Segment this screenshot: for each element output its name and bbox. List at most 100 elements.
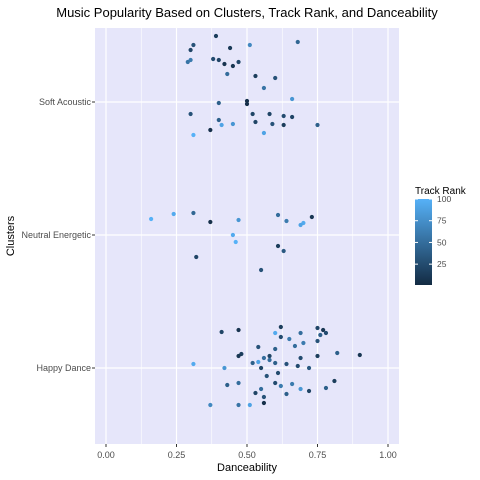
data-point [244, 98, 250, 104]
data-point [273, 360, 278, 366]
data-point [250, 111, 255, 117]
legend-tick-label: 25 [437, 259, 447, 269]
legend-tick-label: 100 [437, 194, 451, 204]
data-point [261, 394, 267, 400]
data-point [264, 373, 269, 379]
data-point [267, 111, 272, 117]
x-tick-label: 0.50 [238, 450, 256, 460]
legend-colorbar [415, 199, 432, 285]
data-point [219, 329, 224, 335]
data-point [290, 381, 295, 387]
data-point [298, 386, 303, 392]
legend: Track Rank 25 50 75 100 [415, 186, 467, 285]
data-point [261, 400, 267, 406]
data-point [236, 380, 241, 386]
legend-title: Track Rank [415, 186, 467, 197]
data-point [267, 353, 272, 359]
data-point [236, 353, 241, 359]
data-point [267, 357, 272, 363]
data-point [149, 216, 154, 222]
data-point [273, 75, 278, 81]
data-point [191, 210, 196, 216]
data-point [230, 63, 235, 69]
data-point [188, 47, 193, 53]
data-point [250, 360, 255, 366]
data-point [261, 355, 267, 361]
data-point [236, 402, 241, 408]
data-point [219, 122, 224, 128]
data-point [225, 382, 230, 388]
data-point [315, 353, 320, 359]
data-point [222, 365, 227, 371]
data-point [191, 361, 196, 367]
data-point [315, 338, 320, 344]
data-point [284, 218, 289, 224]
data-point [295, 39, 300, 45]
data-point [256, 359, 261, 365]
data-point [309, 214, 314, 220]
data-point [273, 330, 278, 336]
legend-tick-label: 50 [437, 237, 447, 247]
data-point [298, 355, 303, 361]
data-point [357, 352, 362, 358]
data-point [256, 344, 261, 350]
x-tick-label: 0.25 [168, 450, 186, 460]
data-point [287, 336, 292, 342]
data-point [292, 343, 298, 349]
data-point [227, 45, 233, 51]
data-point [208, 402, 213, 408]
data-point [188, 57, 193, 63]
chart-title: Music Popularity Based on Clusters, Trac… [56, 5, 438, 20]
data-point [247, 402, 252, 408]
data-point [298, 330, 303, 336]
y-tick-label: Soft Acoustic [39, 97, 92, 107]
data-point [216, 57, 221, 63]
y-tick-label: Neutral Energetic [21, 230, 91, 240]
data-point [270, 121, 275, 127]
data-point [284, 361, 289, 367]
data-point [230, 121, 235, 127]
data-point [208, 127, 213, 133]
data-point [301, 340, 306, 346]
data-point [273, 380, 278, 386]
data-point [275, 243, 281, 249]
data-point [321, 327, 326, 333]
data-point [208, 219, 213, 225]
legend-tick-label: 75 [437, 216, 447, 226]
data-point [278, 324, 283, 330]
data-point [335, 350, 340, 356]
data-point [318, 332, 323, 338]
data-point [323, 330, 329, 336]
data-point [315, 325, 320, 331]
data-point [261, 130, 267, 136]
data-point [171, 211, 176, 217]
data-point [216, 100, 221, 106]
data-point [253, 119, 258, 125]
data-point [211, 56, 216, 62]
legend-ticks: 25 50 75 100 [415, 194, 451, 269]
data-point [281, 248, 286, 254]
data-point [290, 96, 295, 102]
data-point [281, 122, 286, 128]
data-point [233, 239, 238, 245]
data-points [149, 33, 362, 408]
y-tick-label: Happy Dance [36, 363, 91, 373]
data-point [225, 71, 230, 77]
data-point [278, 334, 283, 340]
data-point [259, 365, 264, 371]
data-point [259, 386, 264, 392]
data-point [275, 212, 281, 218]
x-axis-title: Danceability [217, 462, 277, 474]
data-point [253, 390, 258, 396]
data-point [236, 59, 241, 65]
x-tick-label: 0.00 [97, 450, 115, 460]
data-point [191, 132, 196, 138]
data-point [236, 327, 241, 333]
data-point [230, 232, 235, 238]
x-axis-ticks: 0.00 0.25 0.50 0.75 1.00 [97, 444, 397, 460]
y-axis-ticks: Happy Dance Neutral Energetic Soft Acousti… [21, 97, 95, 373]
data-point [247, 42, 252, 48]
data-point [261, 85, 267, 91]
data-point [275, 370, 281, 376]
